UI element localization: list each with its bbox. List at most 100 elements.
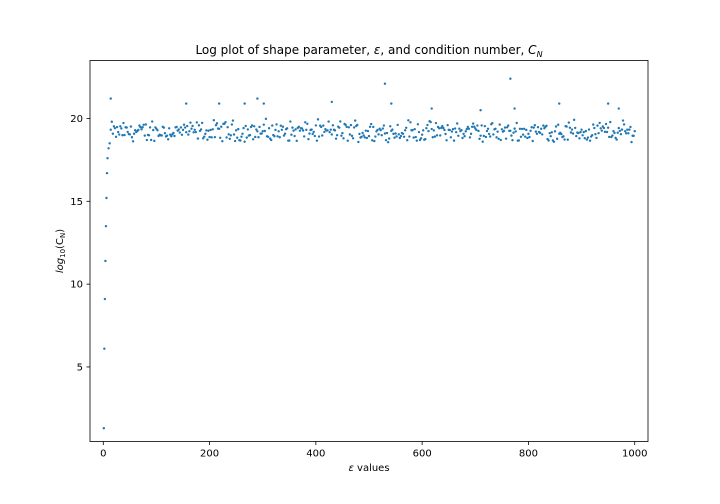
data-point: [221, 140, 224, 143]
data-point: [454, 131, 458, 134]
data-point: [476, 124, 479, 127]
data-point: [604, 122, 608, 126]
data-point: [188, 130, 191, 133]
data-point: [479, 134, 482, 137]
data-point: [110, 120, 113, 123]
data-point: [209, 128, 212, 132]
data-point: [245, 136, 248, 139]
data-point: [370, 139, 374, 142]
data-point: [298, 129, 302, 132]
data-point: [363, 136, 366, 139]
data-point: [144, 123, 147, 126]
data-point: [596, 124, 599, 127]
data-point: [619, 132, 623, 136]
data-point: [227, 133, 230, 136]
y-tick-label: 15: [70, 197, 83, 208]
data-point: [498, 123, 501, 126]
data-point: [441, 124, 444, 128]
data-point: [230, 123, 234, 126]
data-point: [494, 127, 497, 130]
plot-frame: [89, 60, 649, 442]
data-point: [426, 123, 429, 127]
title-c: C: [528, 43, 537, 57]
data-point: [586, 136, 590, 139]
data-point: [449, 136, 453, 139]
data-point: [427, 129, 430, 133]
data-point: [573, 126, 577, 130]
data-point: [422, 129, 425, 132]
data-point: [133, 129, 137, 132]
data-point: [411, 129, 414, 132]
data-point: [172, 131, 175, 135]
data-point: [184, 131, 188, 134]
data-point: [570, 128, 574, 131]
data-point: [419, 137, 423, 140]
data-point: [541, 133, 544, 136]
data-point: [377, 133, 380, 136]
data-point: [555, 137, 559, 141]
data-point: [539, 127, 543, 131]
data-point: [571, 132, 575, 135]
x-tick-label: 800: [519, 449, 538, 460]
data-point: [246, 128, 250, 131]
data-point: [153, 139, 156, 143]
data-point: [312, 130, 315, 134]
data-point: [414, 135, 417, 139]
data-point: [595, 136, 598, 140]
data-point: [194, 130, 197, 134]
data-point: [556, 123, 560, 126]
data-point: [385, 131, 389, 135]
data-point: [587, 128, 591, 131]
title-c-subscript: N: [537, 50, 543, 59]
data-point: [402, 135, 406, 138]
data-point: [181, 128, 185, 132]
data-point: [212, 119, 216, 122]
data-point: [424, 137, 427, 141]
data-point: [319, 125, 323, 129]
data-point: [632, 134, 635, 138]
data-point: [240, 135, 243, 138]
data-point: [255, 128, 258, 131]
data-point: [532, 126, 535, 129]
data-point: [568, 126, 572, 129]
data-point: [382, 124, 386, 127]
data-point: [366, 129, 370, 133]
data-point: [180, 133, 184, 137]
data-point: [129, 125, 133, 128]
data-point: [569, 131, 573, 134]
data-point: [381, 127, 385, 130]
data-point: [401, 132, 405, 135]
data-point: [177, 128, 180, 131]
data-point: [473, 125, 476, 128]
data-point: [480, 124, 483, 127]
data-point: [442, 126, 445, 130]
data-point: [182, 123, 186, 126]
data-point: [522, 127, 526, 131]
y-label-close: ): [55, 229, 66, 233]
data-point: [462, 132, 465, 136]
data-point: [520, 127, 524, 131]
data-point: [132, 132, 136, 135]
data-point: [186, 124, 189, 128]
data-point: [405, 126, 408, 129]
data-point: [258, 125, 261, 129]
data-point: [398, 136, 402, 140]
data-point: [162, 126, 166, 129]
data-point: [254, 135, 257, 139]
data-point: [602, 126, 606, 130]
data-point: [479, 109, 482, 112]
data-point: [542, 124, 545, 127]
data-point: [250, 124, 254, 127]
data-point: [313, 134, 316, 138]
data-point: [373, 139, 376, 143]
x-tick-label: 1000: [622, 449, 647, 460]
data-point: [374, 135, 377, 138]
data-point: [617, 107, 620, 110]
data-point: [461, 136, 464, 140]
data-point: [487, 132, 491, 136]
data-point: [326, 129, 329, 132]
x-label-rest: values: [354, 463, 390, 474]
data-point: [281, 125, 285, 128]
data-point: [531, 139, 534, 143]
y-axis-ticks: 5 10 15 20: [70, 114, 90, 373]
